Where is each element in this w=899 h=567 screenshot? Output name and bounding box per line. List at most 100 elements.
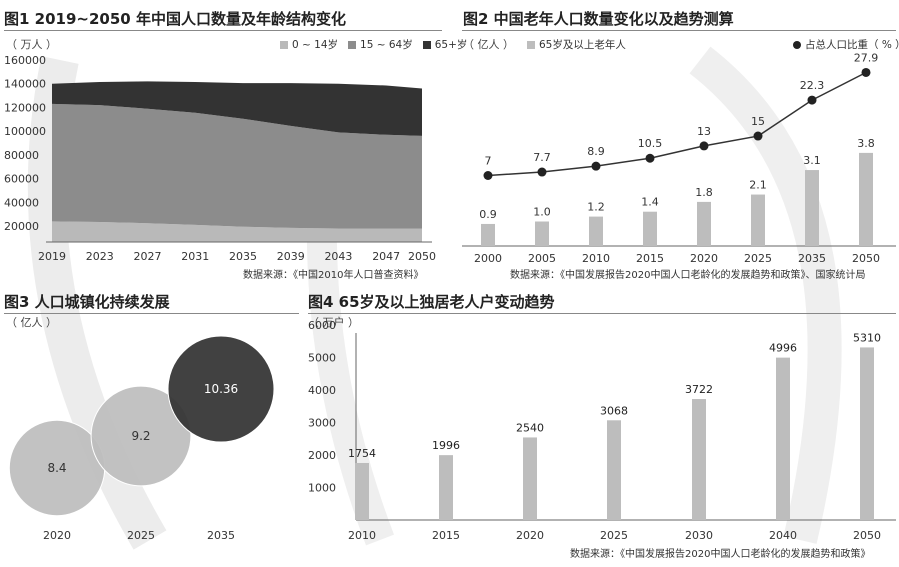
fig2-x-tick-label: 2010 [582,252,610,265]
fig4-y-tick-label: 3000 [308,417,336,430]
fig4-bar [692,399,706,520]
fig4-x-tick-label: 2015 [432,529,460,542]
fig2-ratio-point [699,141,709,151]
fig4-bar [776,357,790,520]
fig2-bar [481,223,495,246]
fig3-unit: （ 亿人 ） [6,316,57,329]
legend-swatch-15-64 [348,40,357,49]
fig4-bar [523,437,537,520]
fig2-x-tick-label: 2015 [636,252,664,265]
fig1-x-tick-label: 2050 [408,250,436,263]
fig2-ratio-label: 22.3 [800,79,825,92]
fig2-bar-label: 2.1 [749,179,767,192]
fig3-bubble [167,335,275,443]
fig2-bar [805,170,819,246]
fig1-title: 图1 2019~2050 年中国人口数量及年龄结构变化 [4,10,346,28]
fig3-bubble-label: 9.2 [131,429,150,443]
legend-label-15-64: 15 ~ 64岁 [360,39,413,51]
fig3-title-rule [4,313,299,314]
fig2-bar-label: 0.9 [479,208,497,221]
fig1-unit: （ 万人 ） [6,38,57,51]
fig2-bar-label: 1.2 [587,201,605,214]
fig1-y-tick-label: 60000 [4,173,39,186]
fig1-x-tick-label: 2043 [324,250,352,263]
fig1-y-tick-label: 100000 [4,125,46,138]
fig2-bar-label: 3.8 [857,137,875,150]
fig4-title-rule [308,313,896,314]
fig2-ratio-point [861,67,871,77]
fig2-legend-bar: 65岁及以上老年人 [527,37,626,52]
fig4-bar [439,455,453,520]
fig1-y-tick-label: 160000 [4,54,46,67]
fig4-bar-label: 3722 [685,383,713,396]
fig2-title-rule [462,30,896,31]
fig2-x-tick-label: 2020 [690,252,718,265]
fig3-x-tick-label: 2020 [43,529,71,542]
fig4-bar-label: 3068 [600,404,628,417]
fig2-legend-line: 占总人口比重（ % ） [793,37,899,52]
fig1-y-tick-label: 40000 [4,196,39,209]
fig2-bar [751,194,765,246]
fig2-x-tick-label: 2025 [744,252,772,265]
legend-dot-ratio [793,40,801,49]
fig4-x-tick-label: 2020 [516,529,544,542]
fig1-title-rule [4,30,442,31]
fig2-bar [535,221,549,246]
fig3-x-tick-label: 2035 [207,529,235,542]
legend-label-0-14: 0 ~ 14岁 [292,39,339,51]
fig2-ratio-label: 27.9 [854,51,879,64]
fig2-ratio-point [645,153,655,163]
fig1-x-tick-label: 2031 [181,250,209,263]
fig4-bar-label: 4996 [769,342,797,355]
fig4-x-tick-label: 2010 [348,529,376,542]
fig1-legend: 0 ~ 14岁 15 ~ 64岁 65+岁 [280,37,467,52]
legend-label-elderly: 65岁及以上老年人 [539,39,626,51]
fig1-area-series-1 [52,103,422,229]
fig1-x-tick-label: 2035 [229,250,257,263]
fig3-bubble-label: 10.36 [204,382,238,396]
fig2-ratio-point [753,131,763,141]
fig2-ratio-point [537,167,547,177]
fig2-x-tick-label: 2000 [474,252,502,265]
fig4-bar-label: 1754 [348,447,376,460]
fig4-source: 数据来源：《中国发展报告2020中国人口老龄化的发展趋势和政策》 [570,549,871,560]
fig4-bar [607,420,621,520]
legend-label-ratio: 占总人口比重（ % ） [805,39,899,51]
fig4-x-tick-label: 2040 [769,529,797,542]
fig2-ratio-label: 8.9 [587,145,605,158]
fig3-title: 图3 人口城镇化持续发展 [4,293,170,311]
fig4-bar-label: 1996 [432,439,460,452]
fig2-bar [589,216,603,246]
fig2-x-tick-label: 2035 [798,252,826,265]
fig2-source: 数据来源：《中国发展报告2020中国人口老龄化的发展趋势和政策》、国家统计局 [510,270,866,281]
fig4-x-tick-label: 2025 [600,529,628,542]
fig2-ratio-label: 13 [697,125,711,138]
fig4-y-tick-label: 5000 [308,352,336,365]
fig2-ratio-label: 15 [751,115,765,128]
fig4-bar-label: 5310 [853,331,881,344]
fig2-bar-label: 3.1 [803,154,821,167]
fig1-y-tick-label: 80000 [4,149,39,162]
fig2-ratio-point [483,171,493,180]
fig3-bubble [90,385,192,487]
fig4-title: 图4 65岁及以上独居老人户变动趋势 [308,293,555,311]
fig4-unit: （ 万户 ） [308,316,359,329]
fig1-x-tick-label: 2027 [133,250,161,263]
fig4-x-tick-label: 2050 [853,529,881,542]
fig2-bar [697,201,711,246]
fig2-ratio-label: 7 [485,155,492,168]
fig4-bar [355,462,369,520]
fig4-bar-label: 2540 [516,421,544,434]
fig1-y-tick-label: 140000 [4,78,46,91]
fig2-bar-label: 1.8 [695,186,713,199]
fig4-y-tick-label: 2000 [308,449,336,462]
fig2-unit: （ 亿人 ） [463,38,514,51]
legend-swatch-65plus [422,40,431,49]
fig4-y-tick-label: 1000 [308,482,336,495]
legend-swatch-0-14 [280,40,288,49]
fig2-title: 图2 中国老年人口数量变化以及趋势测算 [463,10,734,28]
legend-swatch-elderly [527,40,535,49]
legend-label-65plus: 65+岁 [434,39,468,51]
fig4-y-tick-label: 4000 [308,384,336,397]
